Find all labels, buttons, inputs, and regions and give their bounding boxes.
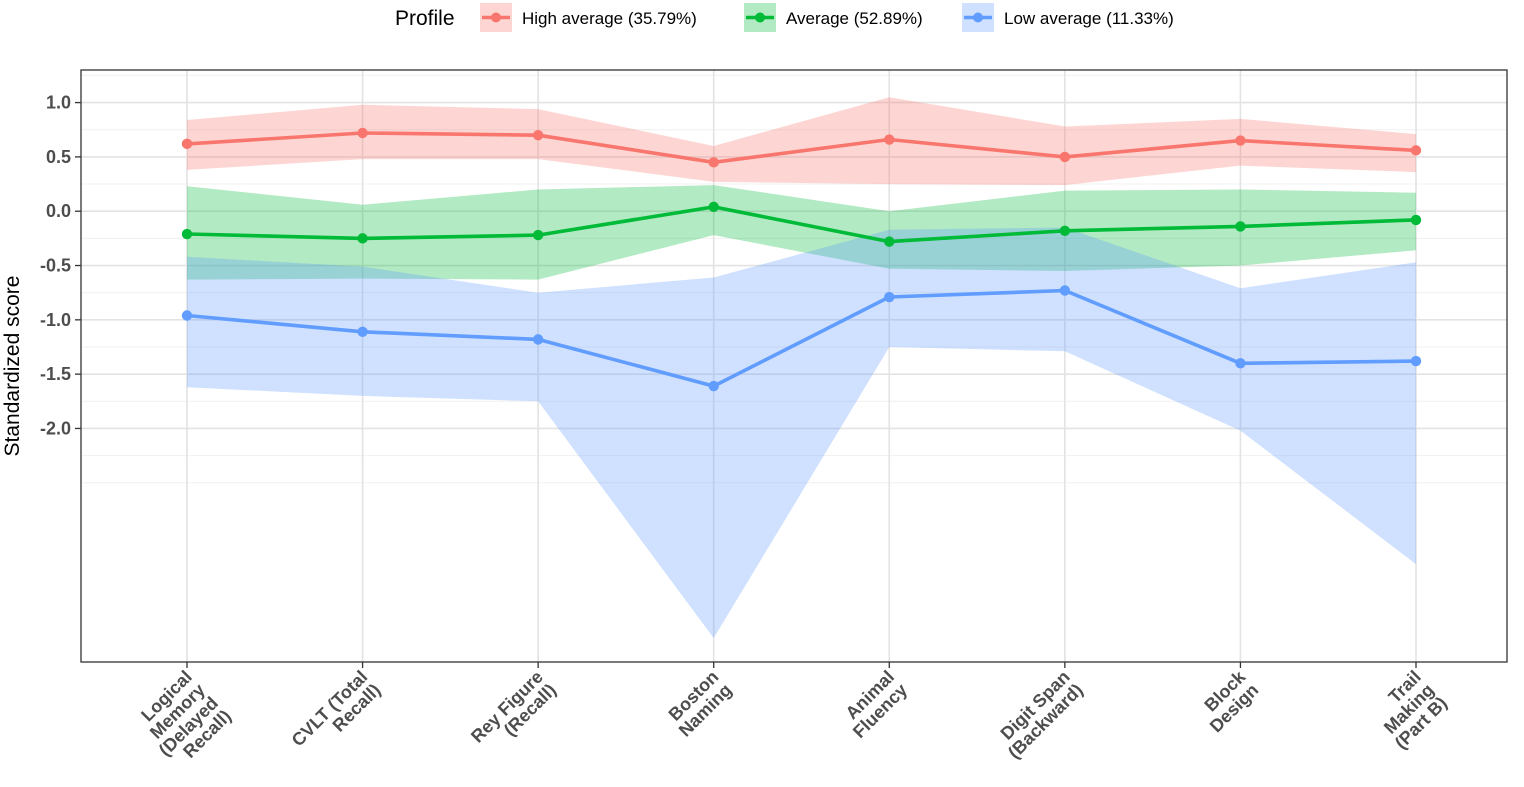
line-series-0 [186, 131, 1417, 165]
y-tick-label: 0.5 [46, 147, 71, 167]
point-series-1-1 [357, 233, 368, 244]
series-lines [186, 131, 1417, 388]
point-series-0-5 [1059, 151, 1071, 163]
ribbon-series-2 [187, 227, 1416, 639]
point-series-0-4 [884, 134, 895, 145]
point-series-1-5 [1059, 225, 1071, 236]
point-series-2-2 [532, 334, 544, 345]
ribbon-series-1 [187, 185, 1416, 280]
plot-border [80, 69, 1508, 663]
legend-label: Low average (11.33%) [1004, 9, 1174, 28]
plot-panel [80, 69, 1508, 663]
point-series-2-4 [884, 291, 895, 303]
point-series-0-6 [1235, 135, 1246, 146]
legend-key-0: High average (35.79%) [480, 3, 697, 32]
legend-label: High average (35.79%) [522, 9, 697, 28]
point-series-0-7 [1410, 145, 1422, 156]
point-series-1-6 [1235, 221, 1246, 232]
legend-point [755, 12, 765, 23]
legend-key-2: Low average (11.33%) [962, 3, 1174, 32]
legend-point [973, 12, 983, 23]
point-series-2-3 [708, 380, 719, 392]
legend-point [491, 12, 501, 23]
point-series-2-6 [1235, 358, 1246, 369]
series-points [181, 127, 1422, 392]
y-tick-label: -0.5 [40, 256, 71, 276]
y-tick-label: 1.0 [46, 93, 71, 113]
legend-label: Average (52.89%) [786, 9, 923, 28]
legend-key-1: Average (52.89%) [744, 3, 923, 32]
point-series-0-0 [181, 138, 193, 150]
point-series-2-5 [1059, 285, 1071, 296]
point-series-2-0 [181, 310, 193, 321]
point-series-1-7 [1410, 214, 1422, 226]
point-series-1-0 [181, 228, 193, 240]
point-series-0-1 [357, 127, 368, 139]
confidence-ribbons [187, 97, 1416, 639]
legend: Profile High average (35.79%) Average (52… [395, 3, 1174, 32]
y-axis-title: Standardized score [1, 276, 24, 457]
y-tick-label: -2.0 [40, 418, 71, 438]
y-tick-label: -1.5 [40, 364, 71, 384]
ribbon-series-0 [187, 97, 1416, 186]
point-series-0-2 [532, 129, 544, 141]
point-series-1-3 [708, 201, 719, 213]
y-tick-label: 0.0 [46, 201, 71, 221]
y-axis: 1.0 0.5 0.0 -0.5 -1.0 -1.5 -2.0 [40, 93, 81, 438]
line-series-2 [186, 288, 1417, 388]
point-series-1-4 [884, 236, 895, 247]
point-series-0-3 [708, 157, 719, 168]
legend-title: Profile [395, 7, 455, 30]
line-series-1 [186, 205, 1417, 244]
point-series-1-2 [532, 229, 544, 241]
point-series-2-7 [1410, 355, 1422, 367]
point-series-2-1 [357, 326, 368, 337]
y-tick-label: -1.0 [40, 310, 71, 330]
